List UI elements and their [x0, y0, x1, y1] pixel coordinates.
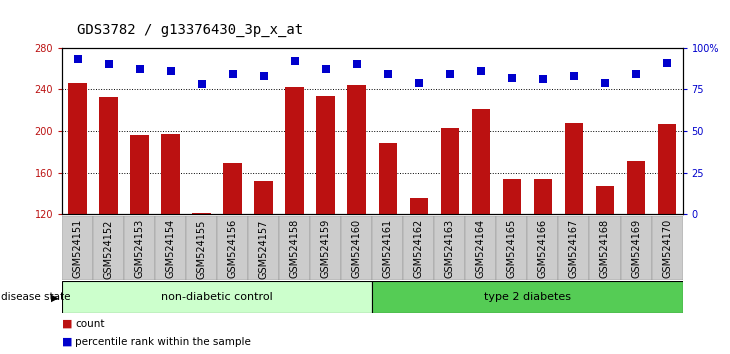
Bar [161, 134, 180, 214]
Text: GSM524159: GSM524159 [320, 219, 331, 278]
Bar [186, 216, 218, 280]
Bar [658, 124, 677, 214]
Point [630, 72, 642, 77]
Bar [472, 109, 491, 214]
Point [599, 80, 611, 86]
Bar [155, 216, 186, 280]
Bar [99, 97, 118, 214]
Bar [285, 87, 304, 214]
Text: type 2 diabetes: type 2 diabetes [484, 292, 571, 302]
Bar [317, 96, 335, 214]
Bar [466, 216, 496, 280]
Text: ■: ■ [62, 337, 72, 347]
Point [258, 73, 269, 79]
Text: GSM524166: GSM524166 [538, 219, 548, 278]
Point [227, 72, 239, 77]
Bar [69, 83, 87, 214]
Text: GSM524157: GSM524157 [258, 219, 269, 279]
Text: GSM524164: GSM524164 [476, 219, 486, 278]
Point [475, 68, 487, 74]
Text: GSM524153: GSM524153 [134, 219, 145, 278]
Text: ■: ■ [62, 319, 72, 329]
Bar [218, 216, 248, 280]
Bar [441, 128, 459, 214]
Bar [62, 281, 372, 313]
Bar [404, 216, 434, 280]
Bar [347, 85, 366, 214]
Bar [379, 143, 397, 214]
Text: GSM524169: GSM524169 [631, 219, 641, 278]
Point [444, 72, 456, 77]
Bar [503, 179, 521, 214]
Bar [496, 216, 528, 280]
Bar [596, 186, 615, 214]
Bar [124, 216, 155, 280]
Text: GSM524160: GSM524160 [352, 219, 362, 278]
Point [351, 62, 363, 67]
Point [134, 67, 145, 72]
Bar [372, 281, 683, 313]
Bar [652, 216, 683, 280]
Bar [93, 216, 124, 280]
Point [289, 58, 301, 64]
Point [506, 75, 518, 81]
Bar [626, 161, 645, 214]
Bar [255, 181, 273, 214]
Point [165, 68, 177, 74]
Bar [131, 135, 149, 214]
Bar [558, 216, 590, 280]
Text: GSM524170: GSM524170 [662, 219, 672, 278]
Bar [342, 216, 372, 280]
Text: percentile rank within the sample: percentile rank within the sample [75, 337, 251, 347]
Bar [193, 213, 211, 214]
Text: GSM524152: GSM524152 [104, 219, 114, 279]
Point [568, 73, 580, 79]
Text: GSM524161: GSM524161 [383, 219, 393, 278]
Text: GDS3782 / g13376430_3p_x_at: GDS3782 / g13376430_3p_x_at [77, 23, 303, 37]
Text: GSM524163: GSM524163 [445, 219, 455, 278]
Text: non-diabetic control: non-diabetic control [161, 292, 273, 302]
Bar [223, 163, 242, 214]
Bar [248, 216, 279, 280]
Point [413, 80, 425, 86]
Bar [310, 216, 342, 280]
Bar [528, 216, 558, 280]
Bar [372, 216, 404, 280]
Text: GSM524151: GSM524151 [72, 219, 82, 278]
Point [320, 67, 331, 72]
Bar [620, 216, 652, 280]
Bar [434, 216, 466, 280]
Text: count: count [75, 319, 104, 329]
Text: GSM524156: GSM524156 [228, 219, 238, 278]
Bar [62, 216, 93, 280]
Point [661, 60, 673, 65]
Text: GSM524154: GSM524154 [166, 219, 176, 278]
Point [196, 81, 207, 87]
Text: ▶: ▶ [51, 292, 58, 302]
Text: GSM524162: GSM524162 [414, 219, 424, 278]
Text: GSM524168: GSM524168 [600, 219, 610, 278]
Point [72, 57, 83, 62]
Bar [279, 216, 310, 280]
Bar [534, 179, 553, 214]
Bar [410, 198, 428, 214]
Bar [590, 216, 620, 280]
Text: GSM524165: GSM524165 [507, 219, 517, 278]
Point [537, 76, 549, 82]
Bar [565, 122, 583, 214]
Point [382, 72, 393, 77]
Text: disease state: disease state [1, 292, 70, 302]
Text: GSM524167: GSM524167 [569, 219, 579, 278]
Text: GSM524158: GSM524158 [290, 219, 300, 278]
Point [103, 62, 115, 67]
Text: GSM524155: GSM524155 [196, 219, 207, 279]
